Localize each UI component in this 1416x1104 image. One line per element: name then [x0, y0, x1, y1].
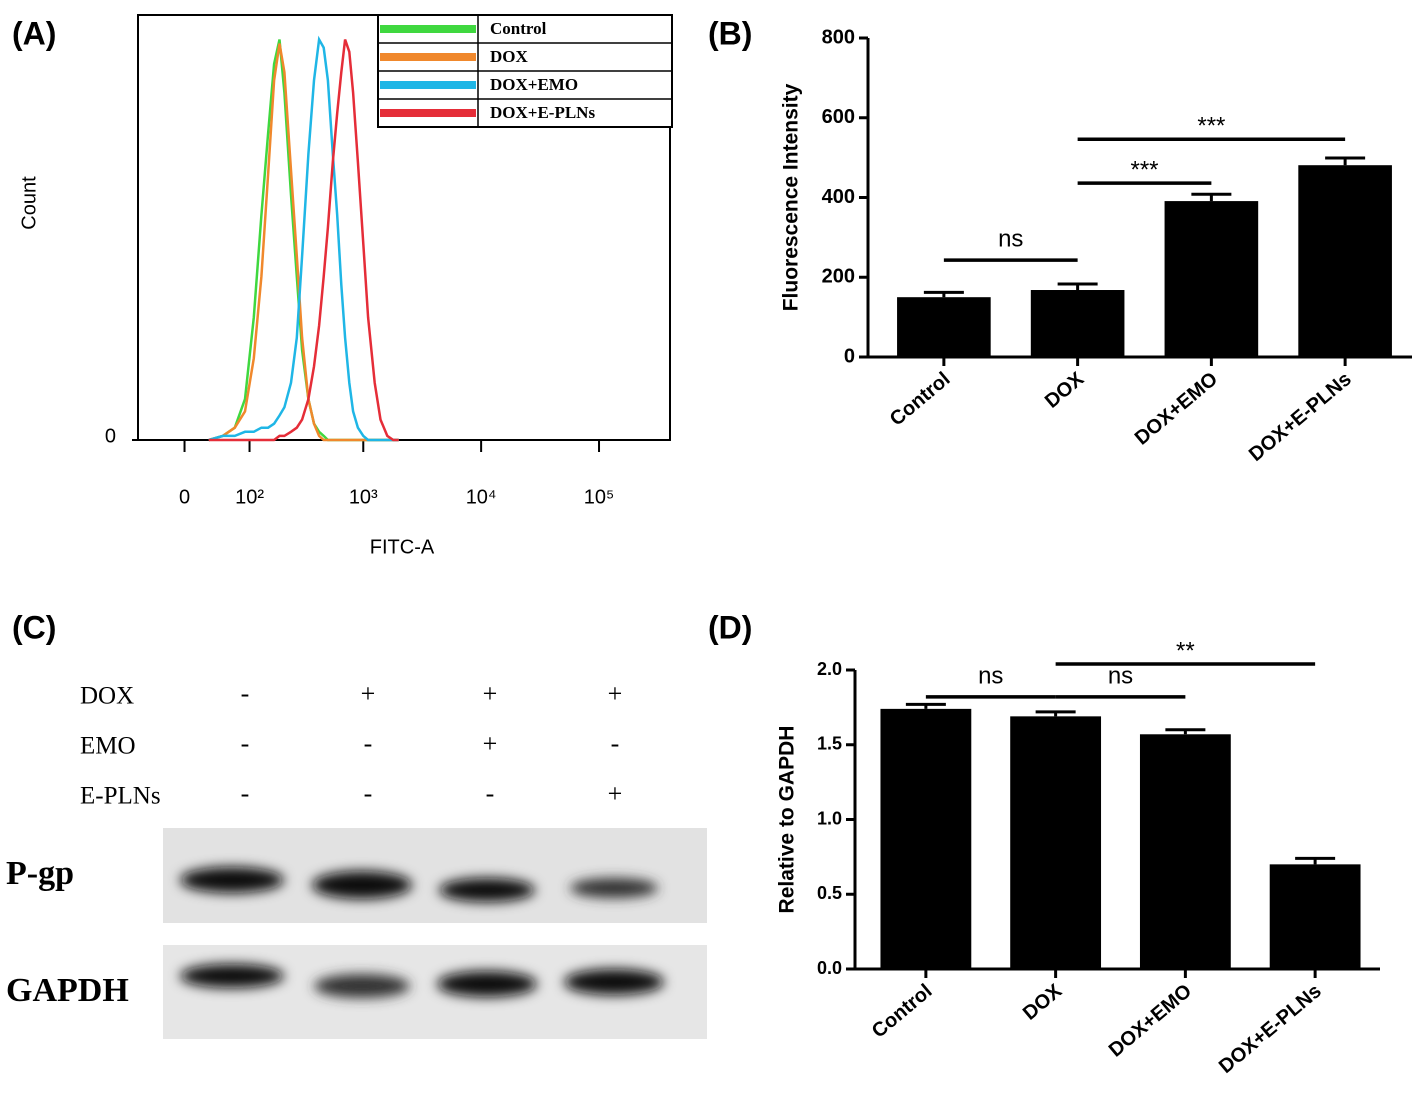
significance-label: *** — [1130, 156, 1158, 183]
significance-label: ns — [998, 225, 1023, 252]
y-axis-label: Fluorescence Intensity — [780, 83, 803, 311]
x-tick-label: 10⁵ — [584, 486, 615, 508]
histogram-line — [208, 35, 399, 442]
error-bar — [905, 702, 946, 709]
x-tick-label: 0 — [179, 486, 190, 508]
x-tick-label: Control — [886, 368, 955, 431]
lane-sign: - — [611, 729, 620, 758]
error-bar — [1165, 728, 1206, 735]
significance-label: ns — [978, 662, 1003, 689]
error-bar — [923, 290, 964, 298]
panel-label: (D) — [708, 609, 752, 645]
y-tick-label: 600 — [822, 106, 855, 128]
blot-bands — [180, 867, 664, 998]
legend-label: Control — [490, 19, 547, 38]
legend-label: DOX+E-PLNs — [490, 103, 595, 122]
bar — [1139, 734, 1231, 969]
y-tick-label: 2.0 — [817, 659, 842, 679]
y-tick-label: 0.0 — [817, 958, 842, 978]
blot-panel — [163, 828, 707, 1039]
x-tick-label: 10³ — [349, 486, 378, 508]
lane-sign: - — [241, 679, 250, 708]
legend-swatch — [380, 53, 476, 61]
bar — [1030, 290, 1125, 357]
treatment-label: E-PLNs — [80, 783, 161, 810]
legend-swatch — [380, 25, 476, 33]
panel-label: (C) — [12, 609, 56, 645]
x-tick-label: DOX+EMO — [1131, 368, 1222, 450]
x-tick-label: 10⁴ — [466, 486, 497, 508]
x-axis-label: FITC-A — [370, 536, 435, 558]
x-tick-label: DOX — [1041, 368, 1089, 413]
y-axis-label: Count — [18, 176, 40, 230]
x-tick-label: Control — [868, 980, 937, 1043]
legend-swatch — [380, 109, 476, 117]
x-tick-label: DOX — [1019, 980, 1067, 1025]
band-label: P-gp — [6, 855, 74, 892]
band-label: GAPDH — [6, 972, 129, 1009]
y-tick-label: 0 — [105, 425, 116, 447]
lane-sign: - — [486, 779, 495, 808]
bar — [1298, 165, 1392, 357]
lane-sign: - — [241, 779, 250, 808]
y-tick-label: 0 — [844, 345, 855, 367]
histogram-line — [208, 39, 399, 442]
lane-sign: + — [361, 679, 376, 708]
bar — [1164, 201, 1259, 357]
lane-sign: - — [241, 729, 250, 758]
significance-label: ** — [1176, 637, 1195, 664]
y-tick-label: 0.5 — [817, 883, 842, 903]
treatment-label: DOX — [80, 683, 134, 710]
lane-sign: + — [608, 679, 623, 708]
y-tick-label: 1.5 — [817, 734, 842, 754]
y-tick-label: 800 — [822, 26, 855, 48]
bar — [1269, 864, 1361, 969]
y-tick-label: 1.0 — [817, 808, 842, 828]
error-bar — [1295, 856, 1336, 865]
bar — [880, 708, 972, 969]
panel-label: (A) — [12, 15, 56, 51]
significance-label: ns — [1108, 662, 1133, 689]
lane-sign: - — [364, 729, 373, 758]
bar — [1010, 716, 1102, 969]
y-tick-label: 200 — [822, 266, 855, 288]
x-tick-label: DOX+E-PLNs — [1215, 980, 1326, 1078]
x-tick-label: DOX+E-PLNs — [1245, 368, 1356, 466]
error-bar — [1325, 156, 1366, 166]
y-axis-label: Relative to GAPDH — [776, 726, 799, 914]
y-tick-label: 400 — [822, 186, 855, 208]
lane-sign: - — [364, 779, 373, 808]
x-tick-label: 10² — [235, 486, 264, 508]
legend-swatch — [380, 81, 476, 89]
significance-label: *** — [1197, 113, 1225, 140]
error-bar — [1057, 282, 1098, 291]
treatment-label: EMO — [80, 733, 136, 760]
legend-label: DOX+EMO — [490, 75, 578, 94]
x-tick-label: DOX+EMO — [1105, 980, 1196, 1062]
legend: Control DOX DOX+EMO DOX+E-PLNs — [377, 14, 673, 128]
lane-sign: + — [608, 779, 623, 808]
lane-sign: + — [483, 679, 498, 708]
panel-label: (B) — [708, 15, 752, 51]
error-bar — [1191, 192, 1232, 202]
legend-label: DOX — [490, 47, 529, 66]
lane-sign: + — [483, 729, 498, 758]
error-bar — [1035, 710, 1076, 717]
bar — [897, 297, 991, 357]
